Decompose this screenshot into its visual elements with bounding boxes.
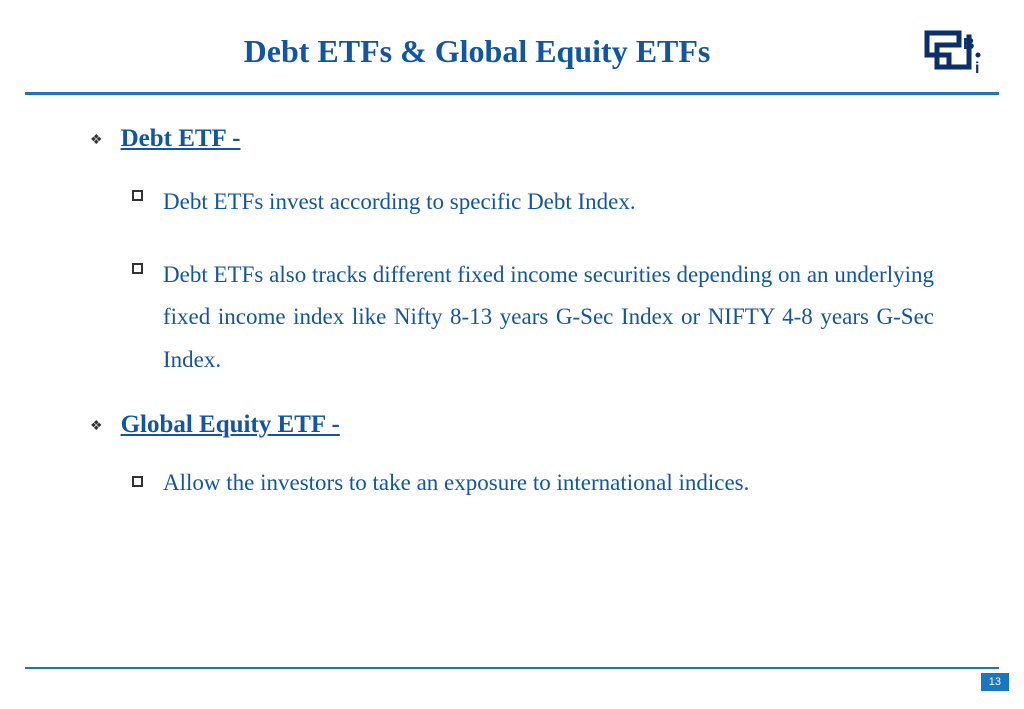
- square-bullet-icon: [132, 476, 143, 487]
- square-bullet-icon: [132, 263, 143, 274]
- heading-text: Global Equity ETF -: [121, 411, 340, 439]
- section-heading: ❖ Debt ETF -: [90, 125, 934, 153]
- bullet-item: Debt ETFs invest according to specific D…: [132, 181, 934, 224]
- square-bullet-icon: [132, 190, 143, 201]
- section-heading: ❖ Global Equity ETF -: [90, 411, 934, 439]
- bullet-text: Debt ETFs also tracks different fixed in…: [163, 254, 934, 382]
- svg-text:i: i: [975, 60, 979, 77]
- svg-text:B: B: [963, 36, 975, 53]
- bullet-text: Debt ETFs invest according to specific D…: [163, 181, 636, 224]
- diamond-bullet-icon: ❖: [90, 132, 103, 149]
- bullet-item: Allow the investors to take an exposure …: [132, 467, 934, 499]
- bullet-item: Debt ETFs also tracks different fixed in…: [132, 254, 934, 382]
- diamond-bullet-icon: ❖: [90, 418, 103, 435]
- footer-divider: [25, 667, 999, 669]
- slide-header: Debt ETFs & Global Equity ETFs B i: [0, 0, 1024, 80]
- sebi-logo: B i: [919, 25, 989, 80]
- bullet-text: Allow the investors to take an exposure …: [163, 467, 749, 499]
- section-debt-etf: ❖ Debt ETF - Debt ETFs invest according …: [90, 125, 934, 381]
- page-number: 13: [981, 673, 1009, 691]
- slide-content: ❖ Debt ETF - Debt ETFs invest according …: [0, 95, 1024, 499]
- section-global-equity-etf: ❖ Global Equity ETF - Allow the investor…: [90, 411, 934, 499]
- heading-text: Debt ETF -: [121, 125, 241, 153]
- slide-title: Debt ETFs & Global Equity ETFs: [35, 25, 919, 70]
